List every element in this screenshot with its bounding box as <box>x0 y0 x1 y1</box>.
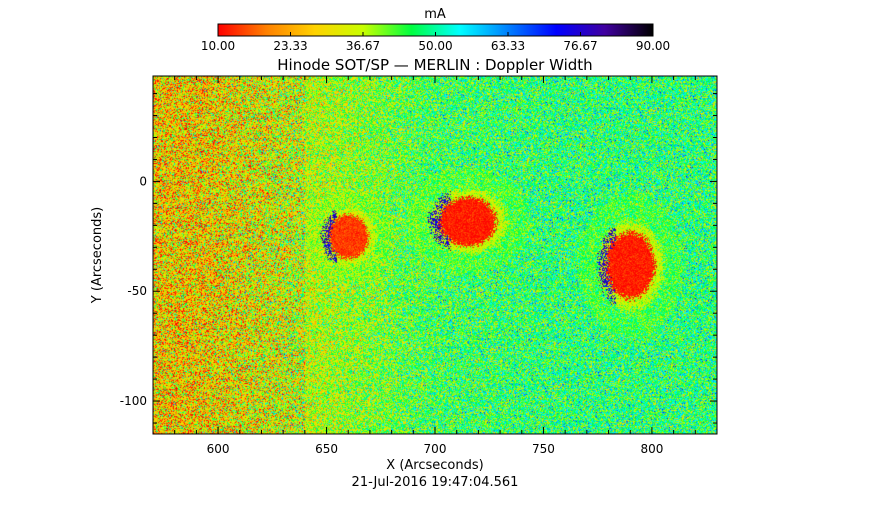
x-axis-ticks: 600 650 700 750 800 <box>152 76 718 456</box>
colorbar-ticks: 10.00 23.33 36.67 50.00 63.33 76.67 90.00 <box>201 32 670 53</box>
x-tick-label: 700 <box>424 442 447 456</box>
colorbar-tick-label: 36.67 <box>346 39 380 53</box>
y-axis-ticks: 0 -50 -100 <box>120 93 717 424</box>
colorbar-tick-label: 10.00 <box>201 39 235 53</box>
y-tick-label: -50 <box>127 284 147 298</box>
x-axis-label: X (Arcseconds) <box>386 458 483 473</box>
x-tick-label: 600 <box>207 442 230 456</box>
colorbar-tick-label: 63.33 <box>491 39 525 53</box>
chart-title: Hinode SOT/SP — MERLIN : Doppler Width <box>277 56 592 74</box>
y-tick-label: -100 <box>120 394 147 408</box>
colorbar-tick-label: 23.33 <box>273 39 307 53</box>
doppler-width-heatmap <box>153 76 717 434</box>
x-tick-label: 800 <box>640 442 663 456</box>
colorbar-tick-label: 50.00 <box>418 39 452 53</box>
observation-timestamp: 21-Jul-2016 19:47:04.561 <box>352 475 519 490</box>
y-tick-label: 0 <box>139 174 147 188</box>
colorbar-tick-label: 90.00 <box>636 39 670 53</box>
colorbar-label: mA <box>424 7 446 22</box>
x-tick-label: 750 <box>532 442 555 456</box>
colorbar-tick-label: 76.67 <box>563 39 597 53</box>
y-axis-label: Y (Arcseconds) <box>90 207 105 304</box>
x-tick-label: 650 <box>315 442 338 456</box>
